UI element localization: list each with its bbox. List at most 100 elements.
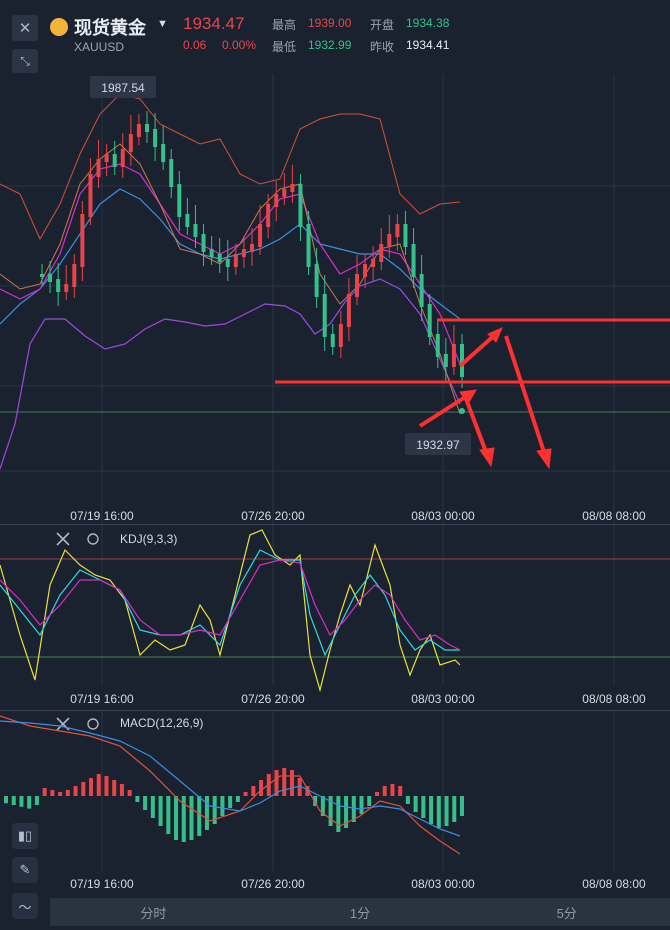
kdj-d-line [0,559,461,651]
current-callout [405,433,471,455]
kdj-x-label-2: 07/26 20:00 [241,692,305,706]
macd-bar [27,796,32,809]
candle-body [80,214,85,267]
candlestick-series [40,111,464,388]
x-label-4: 08/08 08:00 [582,509,646,523]
middle-band-line [0,188,461,325]
candle-body [282,189,287,197]
candle-body [233,254,238,267]
macd-bar [243,792,248,796]
macd-bar [289,770,294,796]
macd-bar [305,786,310,796]
macd-bar [274,770,279,796]
max-callout [90,76,156,98]
candle-body [411,244,416,277]
macd-histogram [4,768,464,842]
macd-bar [390,784,395,796]
upper-band-line [0,93,461,241]
candle-body [298,184,303,227]
candle-style-button[interactable]: ▮▯ [12,823,38,849]
macd-x-label-2: 07/26 20:00 [241,877,305,891]
macd-bar [135,796,140,802]
candle-body [338,324,343,347]
macd-title: MACD(12,26,9) [120,716,203,730]
high-label: 最高 [272,18,297,32]
draw-button[interactable]: ✎ [12,857,38,883]
macd-bar [81,782,86,796]
macd-bar [359,796,364,814]
macd-bar [158,796,163,826]
candle-body [217,254,222,262]
macd-bar [112,780,117,796]
low-label: 最低 [272,40,297,54]
tab-1min[interactable]: 1分 [349,905,371,921]
indicator-button[interactable]: 〜 [12,893,38,919]
macd-bar [50,790,55,796]
tab-5min[interactable]: 5分 [556,905,577,921]
macd-bar [351,796,356,822]
macd-x-label-4: 08/08 08:00 [582,877,646,891]
candle-body [64,284,69,292]
candlestick-icon: ▮▯ [17,828,33,843]
candle-body [451,344,456,367]
collapse-button[interactable]: ⤡ [12,49,38,73]
line-chart-icon: 〜 [18,899,32,915]
kdj-x-label-4: 08/08 08:00 [582,692,646,706]
candle-body [379,244,384,262]
macd-bar [189,796,194,840]
macd-bar [174,796,179,840]
candle-body [225,259,230,267]
last-price: 1934.47 [183,14,245,33]
arrow-head-down-2 [536,448,552,470]
gold-icon [50,18,68,36]
macd-panel[interactable]: MACD(12,26,9) 07/19 16:00 07/26 20:00 08… [0,711,670,896]
candle-body [40,274,44,277]
candle-body [435,334,440,357]
low-value: 1932.99 [308,38,352,52]
macd-bar [127,790,132,796]
dropdown-icon[interactable]: ▼ [157,18,168,30]
macd-bar [421,796,426,818]
candle-body [201,234,206,252]
max-label: 1987.54 [101,81,145,95]
candle-body [88,174,93,217]
candle-body [460,344,464,377]
price-chart[interactable]: 1987.54 1932.97 07/19 16:00 07/26 20:00 … [0,74,670,524]
kdj-panel[interactable]: KDJ(9,3,3) 07/19 16:00 07/26 20:00 08/03… [0,525,670,710]
candle-body [330,334,335,347]
candle-body [161,144,166,162]
x-label-3: 08/03 00:00 [411,509,475,523]
candle-body [104,154,109,162]
macd-bar [150,796,155,818]
macd-bar [181,796,186,842]
tab-time-share[interactable]: 分时 [140,905,167,921]
macd-bar [405,796,410,804]
close-button[interactable]: ✕ [12,15,38,41]
x-label-1: 07/19 16:00 [70,509,134,523]
candle-body [290,184,295,192]
candle-body [306,224,311,267]
divider [0,710,670,711]
open-label: 开盘 [370,18,395,32]
candle-body [419,274,424,307]
instrument-title[interactable]: 现货黄金 [74,18,146,38]
candle-body [322,294,327,337]
candle-body [153,129,158,147]
candle-body [185,214,190,227]
macd-bar [143,796,148,810]
macd-bar [452,796,457,822]
macd-bar [444,796,449,826]
macd-bar [11,796,16,805]
candle-body [72,264,77,287]
macd-bar [58,792,63,796]
candle-body [136,124,141,137]
candle-body [346,294,351,327]
pencil-icon: ✎ [19,862,31,877]
candle-body [427,304,432,337]
candle-body [355,274,359,297]
candle-body [177,184,182,217]
macd-bar [297,778,302,796]
macd-bar [282,768,287,796]
macd-bar [65,790,70,796]
macd-bar [220,796,225,816]
